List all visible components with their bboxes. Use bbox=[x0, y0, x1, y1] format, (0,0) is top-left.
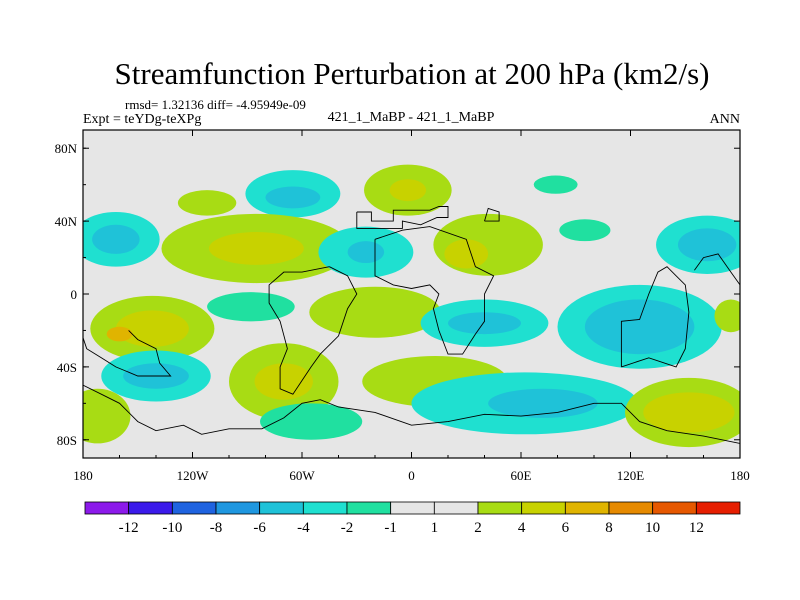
coastline-0 bbox=[356, 206, 449, 229]
x-tick-label-0: 180 bbox=[73, 468, 93, 483]
x-tick-label-2: 60W bbox=[289, 468, 315, 483]
contour-region-9 bbox=[208, 232, 304, 265]
colorbar-label-11: 8 bbox=[605, 520, 613, 536]
contour-region-5 bbox=[533, 175, 578, 194]
colorbar-box-12 bbox=[608, 501, 654, 515]
contour-region-23 bbox=[448, 312, 521, 335]
colorbar-box-6 bbox=[346, 501, 392, 515]
x-tick-label-3: 0 bbox=[408, 468, 415, 483]
plot-frame bbox=[82, 129, 741, 459]
y-tick-label-4: 80S bbox=[57, 433, 77, 448]
contour-region-17 bbox=[207, 292, 295, 322]
colorbar-label-3: -6 bbox=[253, 520, 266, 536]
colorbar-box-4 bbox=[259, 501, 304, 515]
colorbar-box-2 bbox=[171, 501, 217, 515]
x-tick-label-4: 60E bbox=[511, 468, 532, 483]
colorbar-label-1: -10 bbox=[162, 520, 182, 536]
colorbar-box-14 bbox=[695, 501, 741, 515]
colorbar-label-0: -12 bbox=[119, 520, 139, 536]
colorbar-label-9: 4 bbox=[518, 520, 526, 536]
expt-label: Expt = teYDg-teXPg bbox=[83, 112, 201, 127]
coastline-5 bbox=[620, 266, 690, 368]
contour-region-13 bbox=[444, 239, 489, 269]
coastline-4 bbox=[83, 384, 740, 444]
contour-region-25 bbox=[584, 299, 695, 355]
x-tick-label-6: 180 bbox=[730, 468, 750, 483]
y-tick-label-1: 40N bbox=[55, 214, 78, 229]
colorbar-label-8: 2 bbox=[474, 520, 482, 536]
colorbar-label-7: 1 bbox=[431, 520, 439, 536]
colorbar-box-9 bbox=[477, 501, 523, 515]
colorbar-label-13: 12 bbox=[689, 520, 704, 536]
contour-region-19 bbox=[115, 310, 189, 347]
contour-region-35 bbox=[643, 392, 735, 433]
colorbar-label-10: 6 bbox=[562, 520, 570, 536]
chart-title: Streamfunction Perturbation at 200 hPa (… bbox=[115, 56, 710, 91]
coastline-3 bbox=[83, 330, 172, 377]
colorbar-box-0 bbox=[84, 501, 130, 515]
coastline-layer bbox=[83, 206, 740, 444]
x-tick-label-5: 120E bbox=[617, 468, 645, 483]
y-tick-label-0: 80N bbox=[55, 141, 78, 156]
contour-region-30 bbox=[254, 363, 313, 400]
colorbar-box-10 bbox=[521, 501, 566, 515]
colorbar-box-7 bbox=[390, 501, 435, 515]
colorbar-label-12: 10 bbox=[645, 520, 660, 536]
contour-region-2 bbox=[265, 186, 321, 209]
season-label: ANN bbox=[710, 112, 740, 127]
coastline-2 bbox=[268, 266, 358, 395]
contour-region-26 bbox=[714, 299, 740, 333]
stats-label: rmsd= 1.32136 diff= -4.95949e-09 bbox=[125, 97, 306, 112]
contour-region-0 bbox=[177, 190, 237, 216]
contour-region-37 bbox=[260, 403, 363, 440]
colorbar-box-3 bbox=[215, 501, 261, 515]
colorbar-box-1 bbox=[128, 501, 173, 515]
coastline-7 bbox=[484, 207, 500, 222]
colorbar: -12 -10 -8 -6 -4 -2 -1 1 2 4 6 8 10 12 bbox=[84, 501, 741, 536]
coastline-6 bbox=[694, 253, 740, 286]
contour-region-4 bbox=[389, 179, 427, 202]
contour-region-11 bbox=[347, 241, 385, 264]
x-tick-label-1: 120W bbox=[177, 468, 210, 483]
colorbar-box-8 bbox=[433, 501, 479, 515]
y-tick-label-3: 40S bbox=[57, 360, 77, 375]
colorbar-label-4: -4 bbox=[297, 520, 310, 536]
colorbar-box-5 bbox=[302, 501, 348, 515]
colorbar-label-2: -8 bbox=[210, 520, 223, 536]
case-label: 421_1_MaBP - 421_1_MaBP bbox=[328, 110, 495, 125]
coastline-1 bbox=[374, 226, 495, 355]
colorbar-box-13 bbox=[652, 501, 697, 515]
colorbar-label-6: -1 bbox=[384, 520, 397, 536]
contour-region-16 bbox=[677, 228, 737, 262]
contour-region-7 bbox=[92, 224, 140, 254]
contour-region-33 bbox=[488, 388, 598, 418]
y-tick-label-2: 0 bbox=[71, 287, 78, 302]
contour-region-21 bbox=[309, 286, 441, 338]
colorbar-box-11 bbox=[564, 501, 610, 515]
contour-region-20 bbox=[106, 326, 133, 342]
contour-region-14 bbox=[559, 219, 611, 242]
colorbar-label-5: -2 bbox=[341, 520, 354, 536]
